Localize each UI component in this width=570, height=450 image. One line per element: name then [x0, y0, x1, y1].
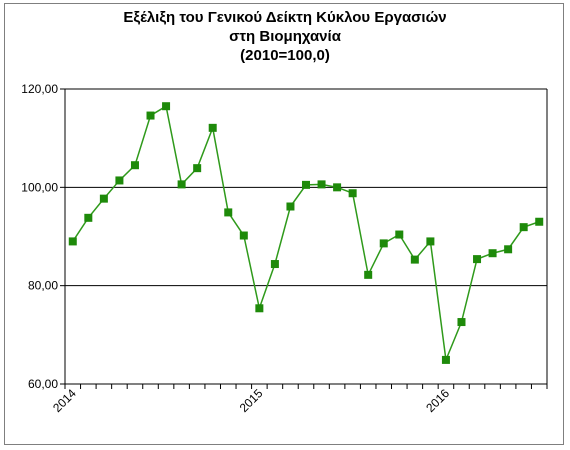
data-point-9 [208, 123, 217, 132]
data-point-17 [333, 183, 342, 192]
axes [64, 89, 548, 385]
data-point-11 [239, 231, 248, 240]
data-point-10 [224, 208, 233, 217]
data-point-14 [286, 202, 295, 211]
data-point-22 [410, 255, 419, 264]
chart-title-line-1: Εξέλιξη του Γενικού Δείκτη Κύκλου Εργασι… [123, 9, 447, 26]
data-point-0 [68, 237, 77, 246]
data-point-24 [441, 355, 450, 364]
data-point-18 [348, 189, 357, 198]
data-point-5 [146, 111, 155, 120]
chart-title-line-3: (2010=100,0) [240, 47, 330, 64]
chart-title-line-2: στη Βιομηχανία [229, 28, 341, 45]
chart-title: Εξέλιξη του Γενικού Δείκτη Κύκλου Εργασι… [0, 8, 570, 65]
data-point-29 [519, 223, 528, 232]
data-point-15 [302, 180, 310, 189]
data-point-3 [115, 176, 124, 185]
data-point-6 [162, 102, 171, 111]
data-point-16 [317, 180, 326, 189]
data-point-8 [193, 164, 202, 173]
data-point-12 [255, 304, 264, 313]
data-point-19 [364, 270, 373, 279]
data-point-7 [177, 180, 186, 189]
data-point-21 [395, 230, 404, 239]
data-point-23 [426, 237, 435, 246]
data-point-27 [488, 249, 497, 258]
series-group [68, 102, 544, 364]
x-axis-ticks: 2014 2015 2016 [50, 384, 548, 415]
data-point-1 [84, 213, 93, 222]
data-point-13 [270, 260, 279, 269]
data-point-4 [130, 161, 139, 170]
x-tick-label-2016: 2016 [423, 386, 452, 415]
data-point-20 [379, 239, 388, 248]
y-tick-label-60: 60,00 [28, 377, 58, 391]
y-tick-label-120: 120,00 [21, 82, 58, 96]
data-point-30 [535, 217, 544, 226]
series-line [72, 105, 540, 363]
y-tick-label-80: 80,00 [28, 279, 58, 293]
chart-frame [4, 3, 564, 445]
y-tick-label-100: 100,00 [21, 180, 58, 194]
data-point-25 [457, 318, 466, 327]
x-tick-label-2015: 2015 [237, 386, 266, 415]
data-point-2 [99, 194, 108, 203]
y-axis-ticks: 60,00 80,00 100,00 120,00 [21, 82, 65, 391]
data-point-28 [504, 245, 513, 254]
data-point-26 [473, 255, 482, 264]
